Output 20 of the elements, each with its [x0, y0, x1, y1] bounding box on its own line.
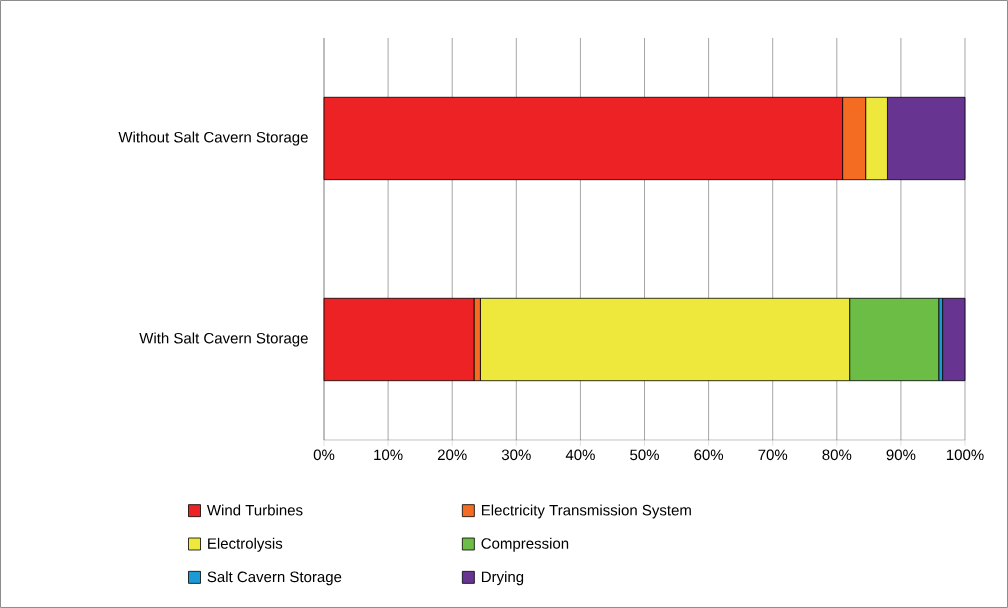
x-tick-label: 30% — [501, 449, 531, 461]
x-tick-label: 20% — [437, 449, 467, 461]
legend-label: Compression — [481, 537, 569, 552]
x-tick-label: 80% — [822, 449, 852, 461]
bar — [942, 297, 966, 382]
x-tick-label: 0% — [313, 449, 335, 461]
legend-label: Electrolysis — [208, 537, 283, 552]
legend-label: Wind Turbines — [206, 504, 303, 516]
legend-label: Drying — [481, 571, 524, 586]
x-tick-label: 60% — [694, 449, 724, 461]
x-tick-label: 100% — [946, 449, 984, 461]
y-tick-label: Without Salt Cavern Storage — [118, 131, 308, 146]
y-tick-label: With Salt Cavern Storage — [139, 332, 308, 347]
x-tick-label: 40% — [565, 449, 595, 461]
legend-label: Electricity Transmission System — [481, 504, 691, 519]
x-tick-label: 90% — [886, 449, 916, 461]
legend-label: Salt Cavern Storage — [207, 571, 342, 586]
x-tick-label: 10% — [374, 449, 403, 461]
x-tick-label: 50% — [630, 449, 659, 461]
x-tick-label: 70% — [758, 449, 788, 461]
